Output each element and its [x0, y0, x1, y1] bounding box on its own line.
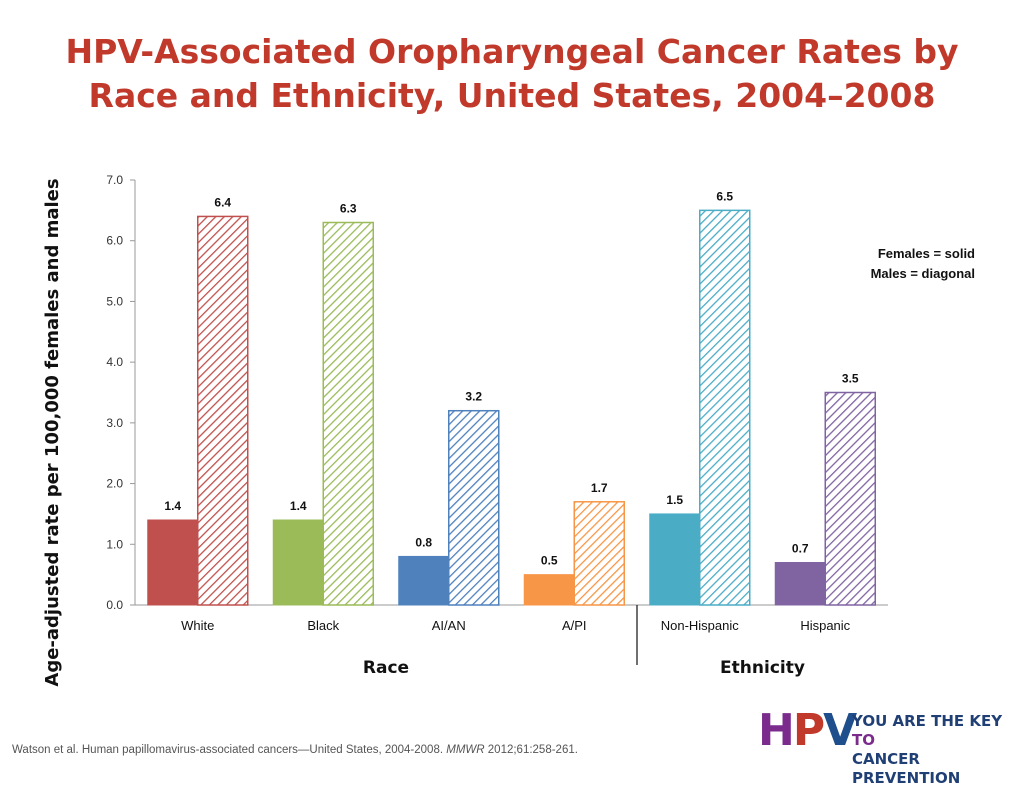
x-tick-label: White	[181, 618, 214, 633]
bar-females	[774, 562, 826, 606]
bar-chart: 0.0 1.0 2.0 3.0 4.0 5.0 6.0 7.0 Age-adjusted rat…	[42, 173, 975, 687]
data-label-females: 1.5	[666, 493, 683, 507]
bar-males	[448, 409, 500, 606]
logo-letter: P	[792, 705, 825, 756]
y-tick-label: 6.0	[106, 234, 123, 248]
bar-males	[322, 221, 374, 606]
hpv-logo: HPV YOU ARE THE KEY TO CANCER PREVENTION	[758, 705, 1018, 788]
slide-title-line-1: HPV-Associated Oropharyngeal Cancer Rate…	[65, 32, 959, 71]
bar-females	[523, 574, 575, 606]
logo-tagline: YOU ARE THE KEY TO CANCER PREVENTION	[852, 712, 1018, 788]
logo-tag-line-2: CANCER PREVENTION	[852, 750, 961, 787]
data-label-females: 0.7	[792, 542, 809, 556]
y-tick-label: 7.0	[106, 173, 123, 187]
y-axis-title: Age-adjusted rate per 100,000 females an…	[42, 178, 63, 686]
citation: Watson et al. Human papillomavirus-assoc…	[12, 744, 578, 756]
data-label-males: 3.2	[465, 390, 482, 404]
logo-letter: V	[823, 705, 857, 756]
y-tick-label: 2.0	[106, 477, 123, 491]
x-tick-label: Non-Hispanic	[661, 618, 740, 633]
logo-letter: H	[758, 705, 795, 756]
x-tick-label: Black	[307, 618, 339, 633]
slide-title: HPV-Associated Oropharyngeal Cancer Rate…	[0, 30, 1024, 118]
bar-females	[272, 519, 324, 606]
data-label-females: 1.4	[290, 499, 307, 513]
x-tick-label: AI/AN	[432, 618, 466, 633]
bar-females	[147, 519, 199, 606]
y-tick-label: 3.0	[106, 416, 123, 430]
group-title: Race	[363, 658, 409, 678]
logo-tag-line-1: YOU ARE THE KEY	[852, 712, 1003, 730]
bar-males	[699, 209, 751, 606]
data-label-females: 0.5	[541, 554, 558, 568]
bar-males	[824, 391, 876, 606]
citation-journal: MMWR	[446, 744, 485, 756]
group-title: Ethnicity	[720, 658, 805, 678]
bar-males	[573, 501, 625, 606]
y-tick-label: 4.0	[106, 355, 123, 369]
legend-line: Males = diagonal	[871, 266, 975, 281]
hpv-logo-icon: HPV	[758, 705, 857, 756]
data-label-males: 6.5	[716, 189, 733, 203]
x-tick-label: Hispanic	[800, 618, 850, 633]
data-label-males: 1.7	[591, 481, 608, 495]
y-tick-label: 5.0	[106, 294, 123, 308]
bar-males	[197, 215, 249, 606]
y-tick-label: 0.0	[106, 598, 123, 612]
citation-tail: 2012;61:258-261.	[484, 744, 578, 756]
data-label-males: 6.3	[340, 202, 357, 216]
logo-tag-to: TO	[852, 731, 875, 749]
data-label-females: 0.8	[415, 535, 432, 549]
y-tick-label: 1.0	[106, 537, 123, 551]
data-label-males: 3.5	[842, 372, 859, 386]
data-label-females: 1.4	[164, 499, 181, 513]
data-label-males: 6.4	[214, 195, 231, 209]
citation-text: Watson et al. Human papillomavirus-assoc…	[12, 744, 447, 756]
x-tick-label: A/PI	[562, 618, 587, 633]
bar-females	[649, 513, 701, 606]
bar-females	[398, 555, 450, 606]
slide-title-line-2: Race and Ethnicity, United States, 2004–…	[88, 76, 936, 115]
legend-line: Females = solid	[878, 246, 975, 261]
